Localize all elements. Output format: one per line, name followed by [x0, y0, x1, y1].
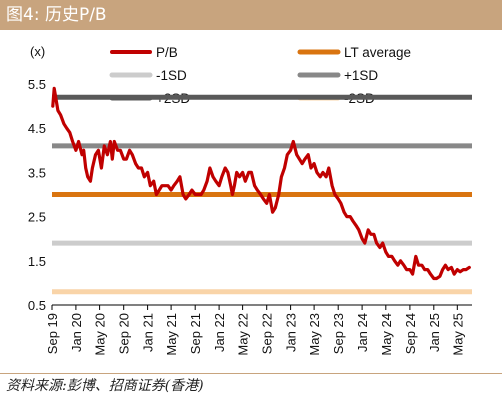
y-tick-label: 5.5	[28, 77, 46, 92]
legend-label-lt-average: LT average	[344, 45, 411, 60]
legend-label-pb: P/B	[156, 45, 178, 60]
x-tick-label: Jan 20	[69, 313, 84, 352]
x-tick-label: Sep 21	[188, 313, 203, 354]
y-tick-label: 1.5	[28, 254, 46, 269]
x-tick-label: Jan 24	[355, 313, 370, 352]
series-line-pb	[51, 86, 471, 281]
source-note: 资料来源:彭博、招商证券(香港)	[6, 378, 204, 394]
x-tick-label: Jan 25	[427, 313, 442, 352]
x-tick-label: Sep 20	[117, 313, 132, 354]
x-tick-label: Jan 21	[141, 313, 156, 352]
y-tick-label: 3.5	[28, 165, 46, 180]
y-axis-ticks: 0.5 1.5 2.5 3.5 4.5 5.5	[28, 77, 46, 313]
x-tick-label: Jan 22	[212, 313, 227, 352]
x-tick-label: May 23	[307, 313, 322, 356]
y-tick-label: 0.5	[28, 298, 46, 313]
chart-title: 图4: 历史P/B	[6, 5, 107, 25]
x-tick-label: May 21	[164, 313, 179, 356]
x-tick-label: May 22	[236, 313, 251, 356]
legend-label-minus-1sd: -1SD	[156, 68, 187, 83]
footer-divider	[0, 373, 502, 374]
x-tick-label: May 20	[93, 313, 108, 356]
reference-lines	[52, 94, 472, 295]
x-tick-label: Jan 23	[284, 313, 299, 352]
x-tick-label: Sep 19	[45, 313, 60, 354]
x-tick-label: Sep 24	[403, 313, 418, 354]
x-tick-label: May 25	[450, 313, 465, 356]
x-axis-ticks: Sep 19 Jan 20 May 20 Sep 20 Jan 21 May 21 Sep …	[45, 305, 465, 356]
x-tick-label: Sep 23	[331, 313, 346, 354]
y-tick-label: 2.5	[28, 210, 46, 225]
x-tick-label: Sep 22	[260, 313, 275, 354]
y-axis-unit-label: (x)	[30, 44, 45, 59]
pb-chart: (x) P/BLT average-1SD+1SD+2SD-2SD 0.51.5…	[28, 44, 472, 356]
y-tick-label: 4.5	[28, 121, 46, 136]
series-layer	[51, 86, 471, 281]
title-banner: 图4: 历史P/B	[0, 0, 502, 30]
x-tick-label: May 24	[379, 313, 394, 356]
legend-label-plus-1sd: +1SD	[344, 68, 378, 83]
